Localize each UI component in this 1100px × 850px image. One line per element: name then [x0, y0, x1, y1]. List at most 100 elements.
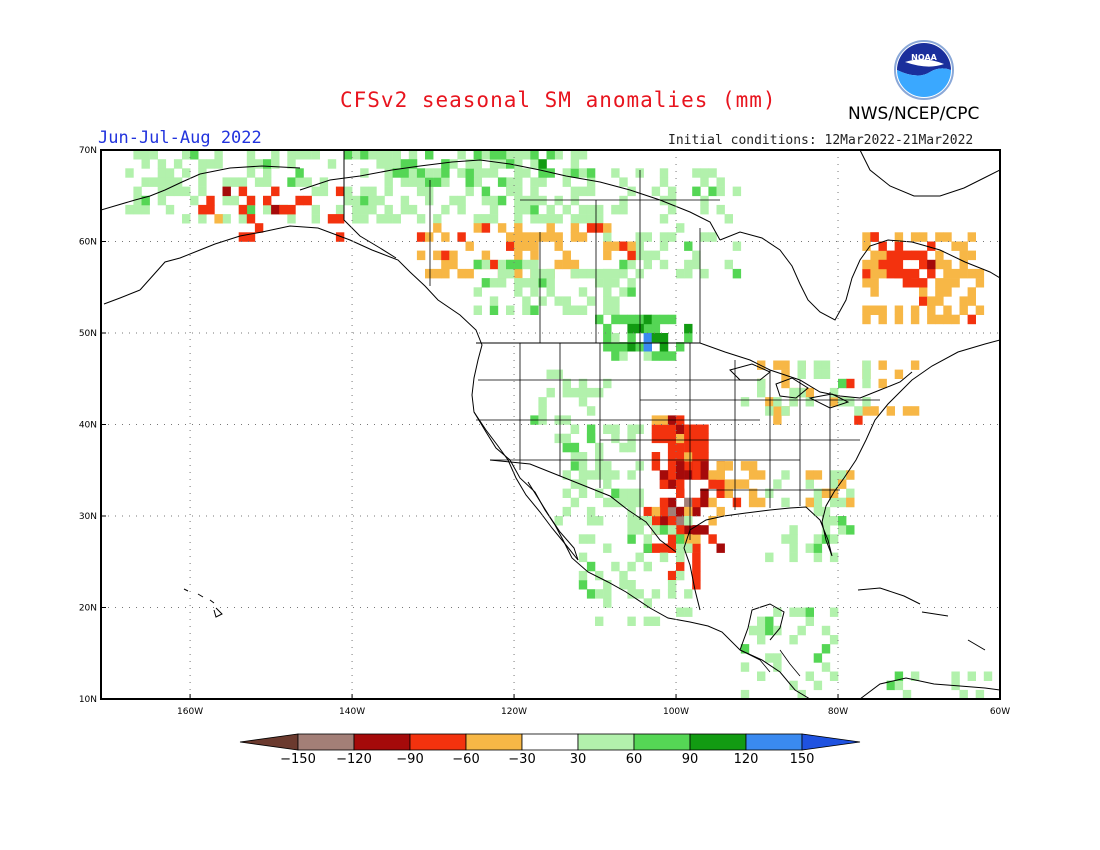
anomaly-cell — [870, 259, 879, 270]
colorbar-label: 60 — [626, 752, 643, 767]
anomaly-cell — [449, 159, 458, 169]
anomaly-cell — [684, 268, 693, 279]
anomaly-cell — [651, 525, 661, 535]
anomaly-cell — [700, 525, 709, 535]
anomaly-cell — [692, 561, 701, 572]
anomaly-cell — [368, 150, 377, 160]
anomaly-cell — [562, 168, 571, 178]
anomaly-cell — [578, 488, 588, 498]
anomaly-cell — [692, 570, 701, 581]
anomaly-cell — [684, 607, 693, 617]
anomaly-cell — [797, 607, 806, 617]
anomaly-cell — [489, 296, 499, 306]
border-us-mexico — [489, 459, 677, 553]
org-block: NWS/NCEP/CPC — [840, 38, 1010, 128]
anomaly-cell — [805, 397, 814, 407]
anomaly-cell — [522, 305, 531, 315]
anomaly-cell — [214, 159, 223, 169]
anomaly-cell — [489, 305, 499, 315]
anomaly-cell — [643, 342, 652, 352]
anomaly-cell — [578, 387, 588, 398]
anomaly-cell — [943, 314, 952, 325]
anomaly-cell — [570, 259, 580, 270]
anomaly-cell — [894, 259, 904, 270]
anomaly-cell — [659, 232, 669, 242]
anomaly-cell — [481, 214, 491, 224]
anomaly-cell — [983, 671, 993, 681]
anomaly-cell — [441, 159, 450, 169]
anomaly-cell — [578, 168, 588, 178]
anomaly-cell — [562, 259, 571, 270]
anomaly-cell — [805, 470, 814, 480]
anomaly-cell — [586, 186, 596, 197]
anomaly-cell — [676, 342, 685, 352]
anomaly-cell — [684, 442, 693, 453]
anomaly-cell — [611, 433, 620, 444]
anomaly-cell — [457, 168, 466, 178]
anomaly-cell — [846, 470, 855, 480]
anomaly-cell — [919, 278, 928, 288]
anomaly-cell — [595, 314, 604, 325]
anomaly-cell — [846, 525, 855, 535]
anomaly-cell — [497, 177, 507, 187]
anomaly-cell — [684, 452, 693, 462]
anomaly-cell — [611, 168, 620, 178]
anomaly-cell — [141, 204, 150, 215]
anomaly-cell — [684, 433, 693, 444]
anomaly-cell — [514, 195, 523, 206]
colorbar-arrow-left — [239, 733, 299, 751]
anomaly-cell — [651, 589, 661, 599]
anomaly-cell — [287, 150, 296, 160]
anomaly-cell — [692, 497, 701, 508]
lat-tick-label: 30N — [79, 512, 97, 522]
anomaly-cell — [659, 168, 669, 178]
anomaly-cell — [222, 186, 231, 197]
anomaly-cell — [748, 497, 758, 508]
anomaly-cell — [441, 177, 450, 187]
anomaly-cell — [595, 268, 604, 279]
anomaly-cell — [408, 168, 418, 178]
anomaly-cell — [222, 214, 231, 224]
anomaly-cell — [643, 314, 652, 325]
anomaly-cell — [554, 433, 563, 444]
anomaly-cell — [967, 296, 976, 306]
anomaly-cell — [578, 378, 588, 389]
lat-tick-label: 60N — [79, 238, 97, 248]
anomaly-cell — [700, 204, 709, 215]
anomaly-cell — [554, 516, 563, 526]
anomaly-cell — [352, 150, 361, 160]
anomaly-cell — [813, 369, 823, 379]
anomaly-cell — [570, 497, 580, 508]
anomaly-cell — [246, 159, 256, 169]
anomaly-cell — [538, 232, 547, 242]
anomaly-cell — [684, 506, 693, 517]
anomaly-cell — [838, 470, 847, 480]
anomaly-cell — [643, 333, 652, 343]
anomaly-cell — [627, 424, 636, 434]
anomaly-cell — [578, 580, 588, 590]
anomaly-cell — [611, 204, 620, 215]
canada-provinces — [429, 170, 720, 343]
anomaly-cell — [862, 397, 871, 407]
anomaly-cell — [522, 232, 531, 242]
anomaly-cell — [530, 268, 539, 279]
anomaly-cell — [295, 150, 304, 160]
anomaly-cell — [829, 488, 839, 498]
anomaly-cell — [578, 534, 588, 544]
anomaly-cell — [603, 598, 612, 608]
anomaly-cell — [578, 186, 588, 197]
anomaly-cell — [627, 525, 636, 535]
anomaly-cell — [773, 360, 782, 370]
anomaly-cell — [603, 241, 612, 251]
anomaly-cell — [619, 442, 628, 453]
anomaly-cell — [943, 278, 952, 288]
anomaly-cell — [603, 296, 612, 306]
anomaly-cell — [562, 433, 571, 444]
anomaly-cell — [530, 195, 539, 206]
anomaly-cell — [368, 195, 377, 206]
anomaly-cell — [190, 195, 199, 206]
logo-gull — [905, 59, 944, 67]
anomaly-cell — [724, 479, 733, 489]
anomaly-cell — [538, 177, 547, 187]
anomaly-cell — [886, 268, 895, 279]
